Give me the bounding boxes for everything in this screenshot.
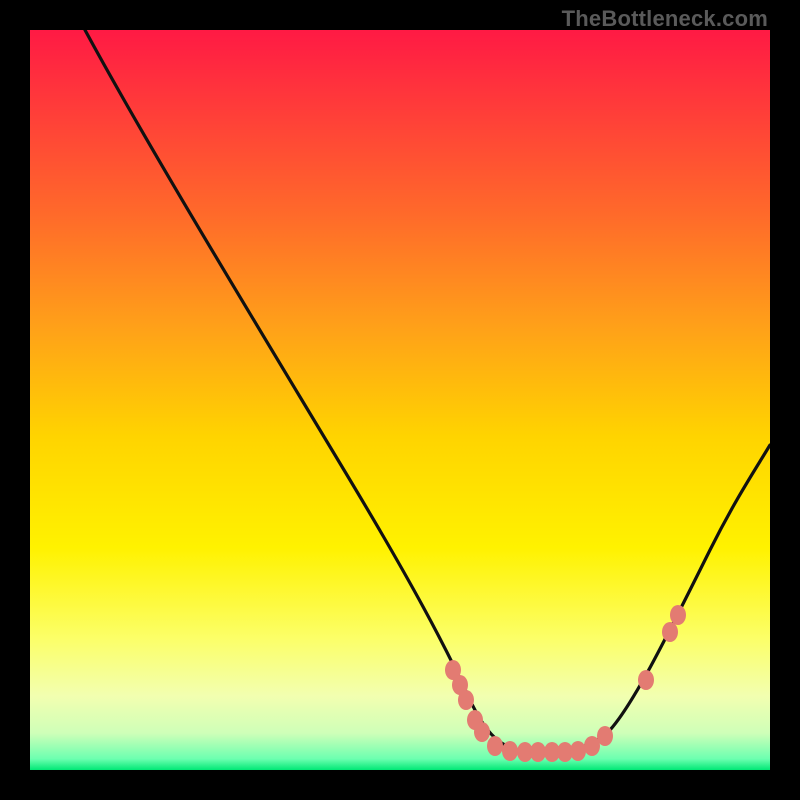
valley-curve bbox=[85, 30, 770, 752]
data-marker bbox=[570, 741, 586, 761]
data-marker bbox=[662, 622, 678, 642]
data-marker bbox=[670, 605, 686, 625]
data-marker bbox=[487, 736, 503, 756]
curve-layer bbox=[30, 30, 770, 770]
data-marker bbox=[530, 742, 546, 762]
data-marker bbox=[638, 670, 654, 690]
data-marker bbox=[597, 726, 613, 746]
watermark-text: TheBottleneck.com bbox=[562, 6, 768, 32]
data-marker bbox=[502, 741, 518, 761]
marker-group bbox=[445, 605, 686, 762]
data-marker bbox=[458, 690, 474, 710]
plot-area bbox=[30, 30, 770, 770]
data-marker bbox=[474, 722, 490, 742]
